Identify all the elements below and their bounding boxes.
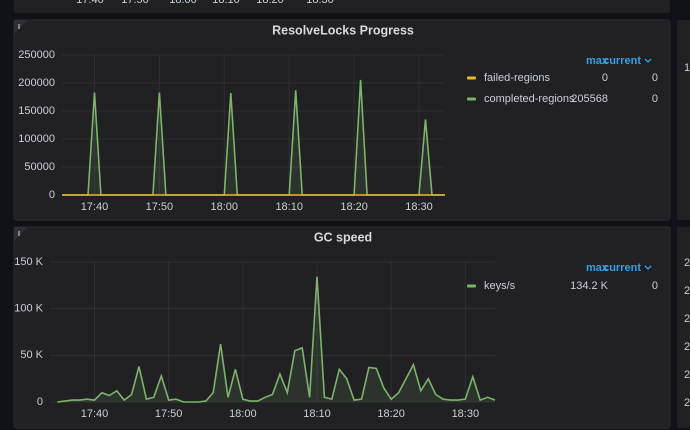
y-tick-label: 0 — [37, 396, 43, 408]
info-icon[interactable] — [14, 227, 28, 241]
line — [57, 276, 496, 403]
y-tick-label: 200000 — [18, 77, 55, 89]
x-tick-label: 18:10 — [303, 408, 331, 420]
x-tick-label: 18:30 — [452, 408, 480, 420]
fragment-text: 2 — [684, 397, 690, 409]
legend-current: 0 — [652, 280, 658, 292]
y-tick-label: 50000 — [24, 161, 55, 173]
legend-label: failed-regions — [484, 72, 551, 84]
right-panel-fragment — [677, 227, 690, 428]
x-tick-label: 18:00 — [229, 408, 257, 420]
x-tick-label: 17:40 — [81, 201, 109, 213]
legend-swatch — [467, 284, 476, 288]
y-tick-label: 50 K — [20, 349, 43, 361]
legend-max: 205568 — [571, 93, 608, 105]
right-panel-fragment — [677, 20, 690, 220]
x-tick-label: 17:40 — [76, 0, 104, 6]
area — [62, 79, 445, 195]
x-tick-label: 18:10 — [275, 201, 303, 213]
legend-label: completed-regions — [484, 93, 575, 105]
x-tick-label: 17:40 — [81, 408, 109, 420]
fragment-text: 2 — [684, 257, 690, 269]
legend-swatch — [467, 76, 476, 80]
x-tick-label: 18:00 — [211, 201, 239, 213]
legend-max: 0 — [602, 72, 608, 84]
fragment-text: 2 — [684, 341, 690, 353]
x-tick-label: 18:20 — [340, 201, 368, 213]
fragment-text: 2 — [684, 313, 690, 325]
y-tick-label: 250000 — [18, 49, 55, 61]
legend-current: 0 — [652, 93, 658, 105]
fragment-text: 2 — [684, 369, 690, 381]
x-tick-label: 18:30 — [306, 0, 334, 6]
x-tick-label: 18:30 — [405, 201, 433, 213]
y-tick-label: 0 — [49, 189, 55, 201]
x-tick-label: 18:00 — [169, 0, 197, 6]
legend-header: max — [586, 262, 609, 274]
top-panel-fragment — [14, 0, 670, 13]
x-tick-label: 18:20 — [256, 0, 284, 6]
sort-chevron[interactable] — [644, 265, 652, 270]
legend-current: 0 — [652, 72, 658, 84]
y-tick-label: 100 K — [14, 303, 43, 315]
chart-title: ResolveLocks Progress — [272, 23, 414, 37]
fragment-text: 2 — [684, 285, 690, 297]
x-tick-label: 18:20 — [377, 408, 405, 420]
x-tick-label: 18:10 — [212, 0, 240, 6]
y-tick-label: 150 K — [14, 256, 43, 268]
sort-chevron[interactable] — [644, 58, 652, 63]
x-tick-label: 17:50 — [155, 408, 183, 420]
chart-title: GC speed — [314, 230, 372, 244]
legend-header: max — [586, 55, 609, 67]
fragment-text: 1 — [684, 62, 690, 74]
info-icon[interactable] — [14, 20, 28, 34]
panel — [13, 19, 671, 221]
y-tick-label: 150000 — [18, 105, 55, 117]
info-corner — [14, 20, 28, 34]
legend-label: keys/s — [484, 280, 516, 292]
panel — [13, 226, 671, 429]
legend-swatch — [467, 97, 476, 101]
y-tick-label: 100000 — [18, 133, 55, 145]
legend-max: 134.2 K — [570, 280, 609, 292]
legend-header: current — [603, 262, 641, 274]
x-tick-label: 17:50 — [146, 201, 174, 213]
x-tick-label: 17:50 — [121, 0, 149, 6]
legend-header: current — [603, 55, 641, 67]
info-corner — [14, 227, 28, 241]
